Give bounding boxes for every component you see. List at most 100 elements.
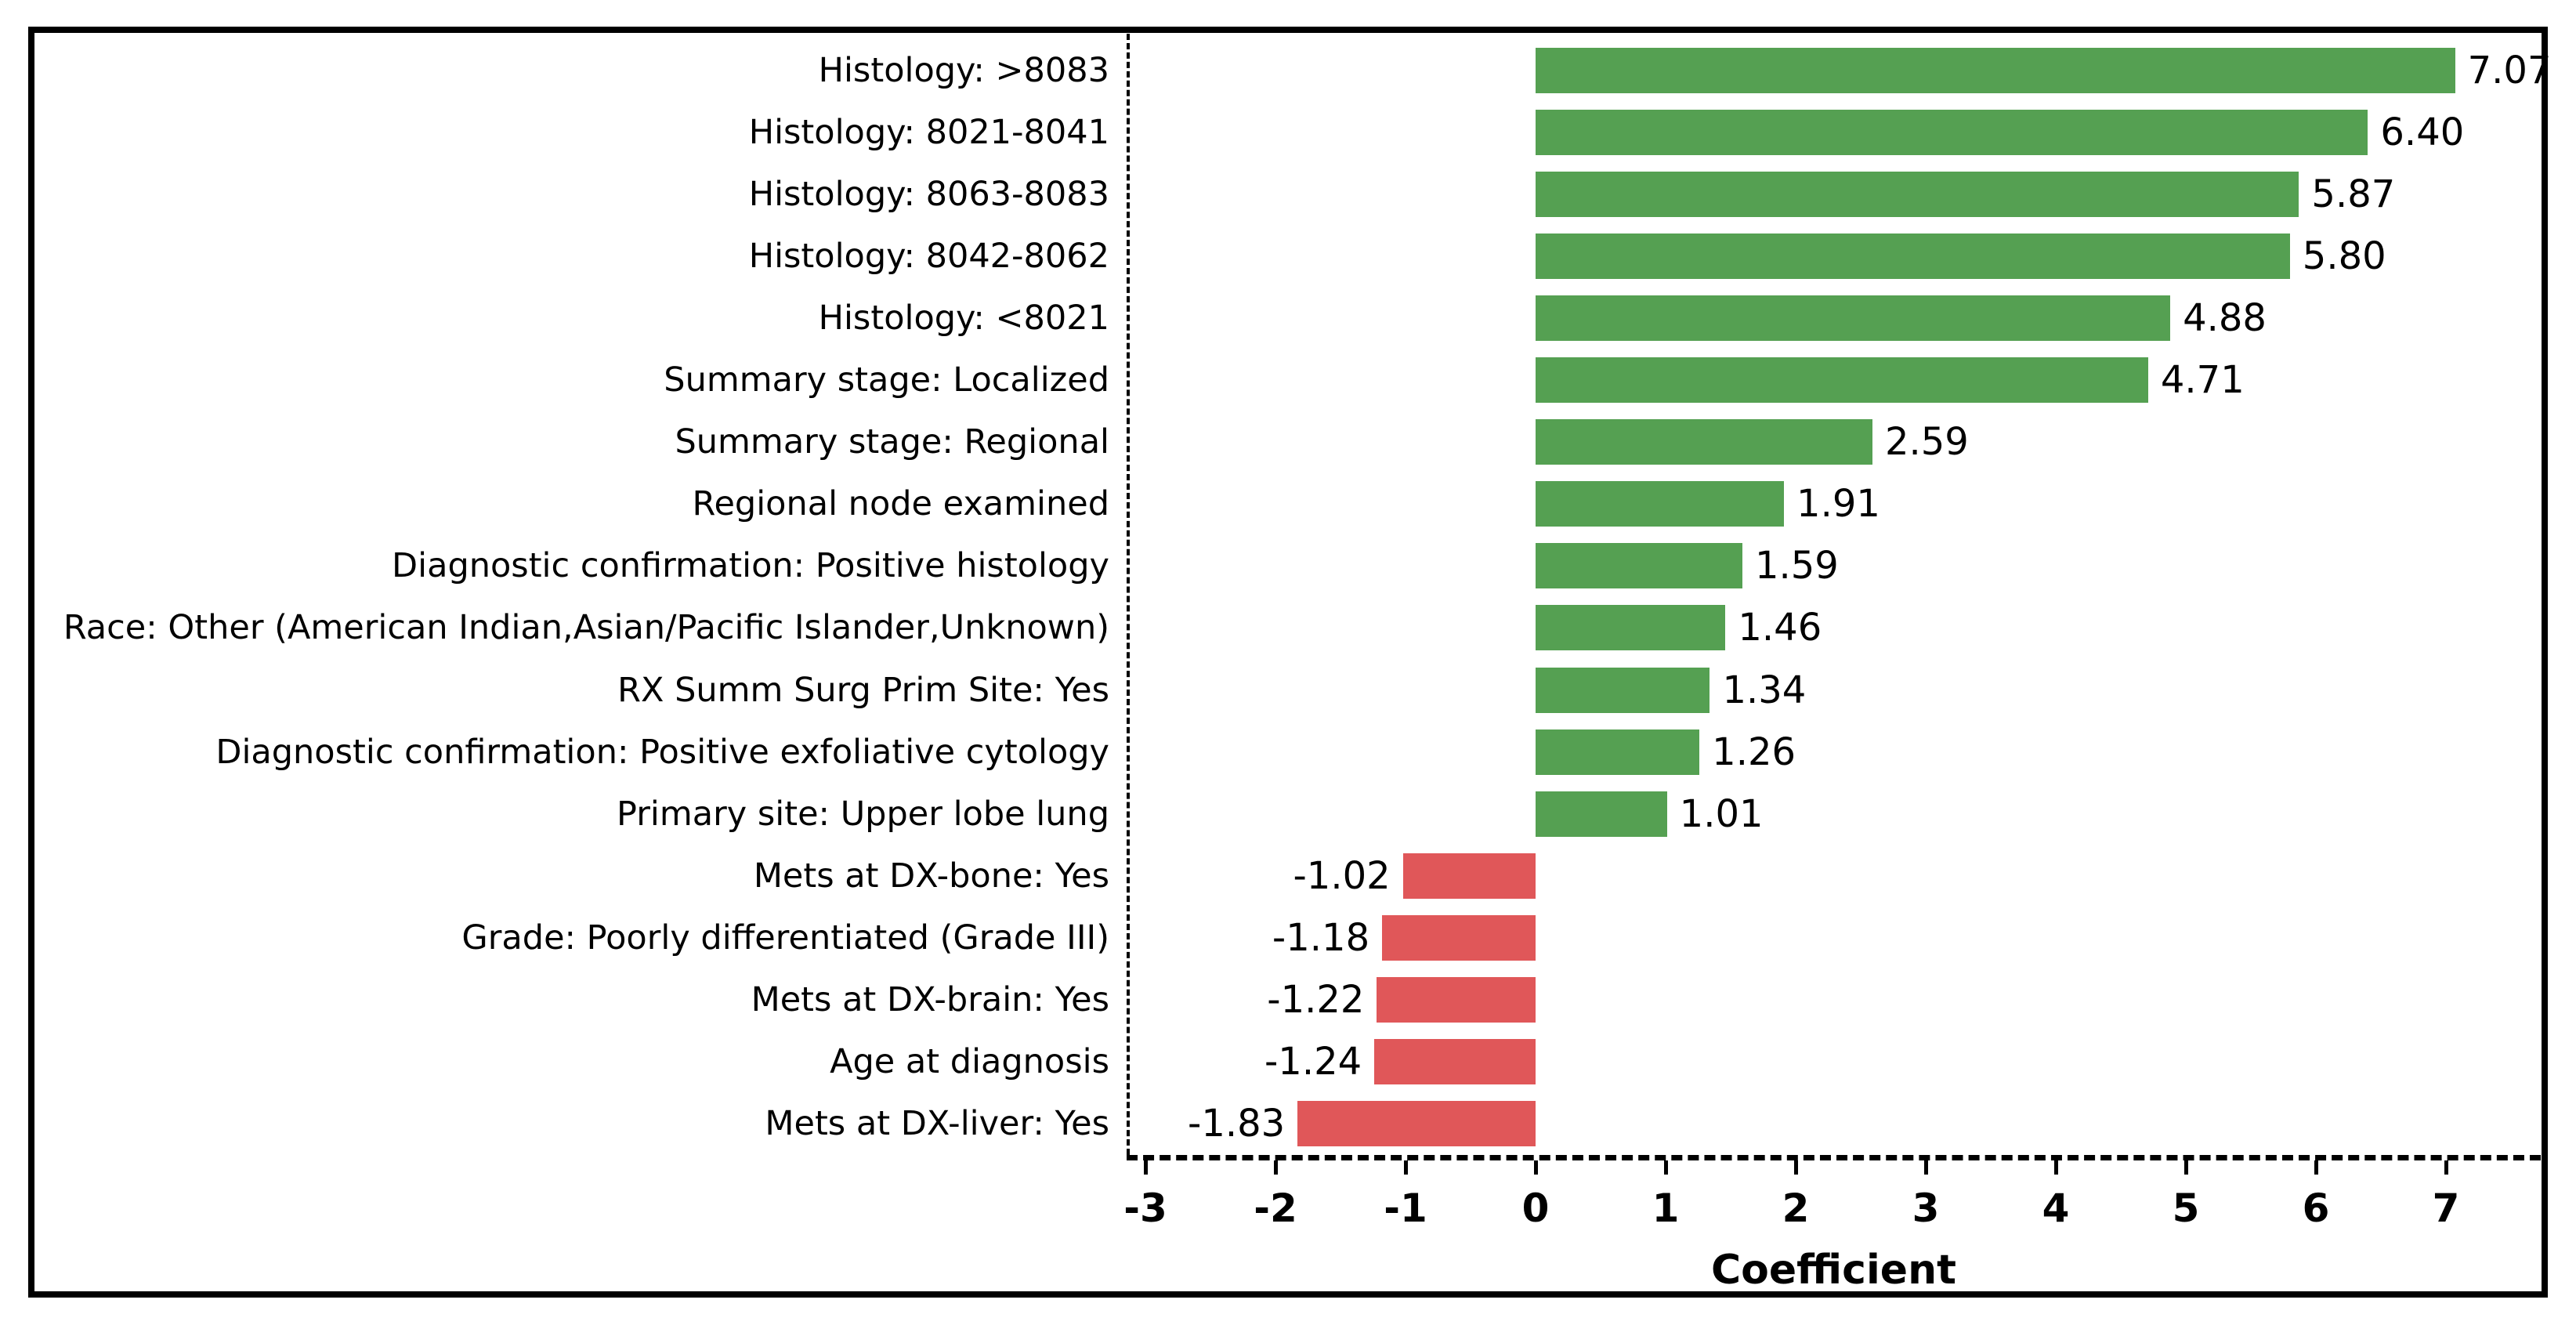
x-tick-label: 3 — [1912, 1186, 1940, 1231]
value-label: 5.87 — [2311, 172, 2396, 216]
positive-bar — [1536, 791, 1667, 837]
x-tick-label: 2 — [1782, 1186, 1810, 1231]
bar-row: Histology: >8083 7.07 — [34, 39, 2551, 101]
x-tick-label: 4 — [2042, 1186, 2070, 1231]
category-label: Summary stage: Regional — [675, 422, 1110, 462]
category-label: Histology: <8021 — [818, 298, 1109, 338]
negative-bar — [1374, 1039, 1536, 1085]
x-tick — [1923, 1160, 1928, 1175]
value-label: 1.26 — [1712, 729, 1796, 774]
category-label: Diagnostic confirmation: Positive exfoli… — [215, 732, 1109, 772]
category-label: Regional node examined — [692, 484, 1109, 524]
x-tick — [2314, 1160, 2318, 1175]
bar-row: Regional node examined 1.91 — [34, 473, 2541, 535]
positive-bar — [1536, 295, 2171, 341]
x-tick — [1143, 1160, 1148, 1175]
x-tick — [2444, 1160, 2448, 1175]
positive-bar — [1536, 667, 1710, 713]
value-label: 4.71 — [2160, 358, 2245, 403]
value-label: 4.88 — [2183, 295, 2267, 340]
x-tick-label: -3 — [1123, 1186, 1167, 1231]
category-label: Primary site: Upper lobe lung — [617, 794, 1109, 834]
category-label: Histology: >8083 — [818, 50, 1109, 90]
category-label: Mets at DX-brain: Yes — [751, 980, 1109, 1020]
positive-bar — [1536, 729, 1700, 775]
bar-row: Age at diagnosis -1.24 — [34, 1031, 2541, 1093]
bar-row: Diagnostic confirmation: Positive exfoli… — [34, 721, 2541, 783]
x-tick-label: 0 — [1521, 1186, 1550, 1231]
value-label: -1.18 — [1272, 915, 1370, 960]
left-axis-spine — [1127, 34, 1130, 1155]
category-label: Histology: 8042-8062 — [748, 236, 1109, 276]
bar-row: Mets at DX-bone: Yes -1.02 — [34, 845, 2541, 907]
value-label: -1.02 — [1293, 853, 1391, 898]
positive-bar — [1536, 481, 1785, 527]
category-label: Histology: 8063-8083 — [748, 174, 1109, 214]
value-label: 6.40 — [2380, 110, 2465, 154]
value-label: -1.83 — [1188, 1102, 1286, 1146]
bar-row: Grade: Poorly differentiated (Grade III)… — [34, 907, 2541, 968]
bar-row: Summary stage: Localized 4.71 — [34, 349, 2541, 411]
x-tick — [1403, 1160, 1408, 1175]
positive-bar — [1536, 47, 2455, 93]
value-label: 7.07 — [2467, 48, 2552, 92]
value-label: -1.22 — [1267, 978, 1365, 1023]
bar-row: Primary site: Upper lobe lung 1.01 — [34, 783, 2541, 845]
x-tick — [1793, 1160, 1798, 1175]
plot-area: Histology: >8083 7.07 Histology: 8021-8041… — [34, 34, 2551, 1297]
bar-row: RX Summ Surg Prim Site: Yes 1.34 — [34, 659, 2541, 721]
x-tick-label: -1 — [1384, 1186, 1427, 1231]
x-tick — [1533, 1160, 1538, 1175]
figure-frame — [28, 27, 2548, 1298]
x-tick-label: -2 — [1254, 1186, 1297, 1231]
positive-bar — [1536, 233, 2290, 279]
category-label: Mets at DX-liver: Yes — [765, 1104, 1109, 1144]
positive-bar — [1536, 357, 2148, 404]
bottom-axis-spine — [1127, 1155, 2541, 1160]
value-label: -1.24 — [1264, 1040, 1362, 1084]
value-label: 1.46 — [1738, 606, 1822, 650]
bar-row: Histology: 8021-8041 6.40 — [34, 101, 2541, 163]
x-tick — [2053, 1160, 2058, 1175]
x-tick-label: 6 — [2302, 1186, 2330, 1231]
negative-bar — [1382, 914, 1536, 961]
bar-row: Diagnostic confirmation: Positive histol… — [34, 535, 2541, 597]
positive-bar — [1536, 543, 1742, 589]
value-label: 1.91 — [1796, 482, 1880, 527]
category-label: Grade: Poorly differentiated (Grade III) — [461, 918, 1109, 958]
x-tick-label: 7 — [2432, 1186, 2460, 1231]
category-label: Summary stage: Localized — [664, 360, 1109, 400]
value-label: 2.59 — [1884, 420, 1969, 465]
x-tick-label: 1 — [1652, 1186, 1680, 1231]
negative-bar — [1377, 977, 1536, 1023]
bar-rows: Histology: >8083 7.07 Histology: 8021-8041… — [34, 39, 2551, 1155]
negative-bar — [1297, 1101, 1536, 1147]
value-label: 1.01 — [1679, 791, 1764, 836]
bar-row: Race: Other (American Indian,Asian/Pacif… — [34, 597, 2541, 659]
category-label: Race: Other (American Indian,Asian/Pacif… — [63, 608, 1109, 648]
positive-bar — [1536, 419, 1872, 465]
bar-row: Histology: <8021 4.88 — [34, 287, 2541, 349]
value-label: 5.80 — [2302, 234, 2386, 278]
x-tick — [2183, 1160, 2188, 1175]
negative-bar — [1402, 853, 1536, 899]
bar-row: Mets at DX-liver: Yes -1.83 — [34, 1093, 2541, 1155]
category-label: Histology: 8021-8041 — [748, 112, 1109, 152]
bar-row: Summary stage: Regional 2.59 — [34, 411, 2541, 473]
bar-row: Histology: 8063-8083 5.87 — [34, 163, 2541, 225]
value-label: 1.59 — [1754, 544, 1839, 588]
bar-row: Mets at DX-brain: Yes -1.22 — [34, 969, 2541, 1031]
x-tick-label: 5 — [2172, 1186, 2200, 1231]
x-axis-title: Coefficient — [1711, 1247, 1956, 1294]
positive-bar — [1536, 109, 2368, 155]
value-label: 1.34 — [1722, 668, 1807, 712]
x-tick — [1663, 1160, 1668, 1175]
category-label: Diagnostic confirmation: Positive histol… — [392, 546, 1109, 586]
bar-row: Histology: 8042-8062 5.80 — [34, 225, 2541, 287]
positive-bar — [1536, 171, 2299, 217]
category-label: Mets at DX-bone: Yes — [753, 856, 1109, 896]
positive-bar — [1536, 605, 1726, 651]
category-label: RX Summ Surg Prim Site: Yes — [617, 670, 1109, 710]
category-label: Age at diagnosis — [830, 1042, 1109, 1082]
